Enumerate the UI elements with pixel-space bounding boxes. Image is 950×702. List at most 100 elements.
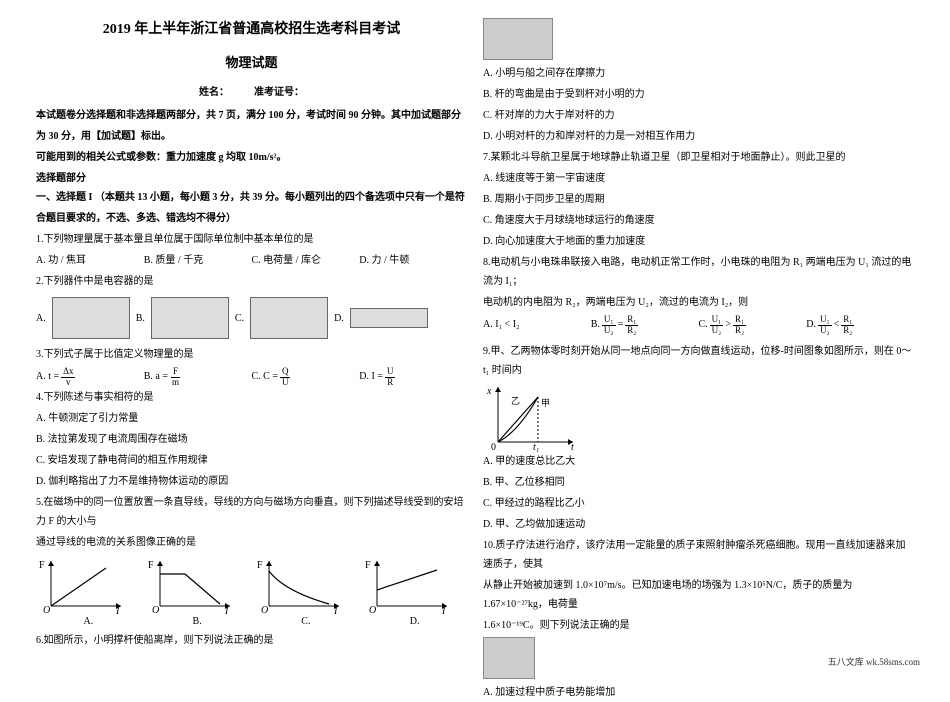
svg-text:I: I [441, 606, 446, 616]
q9-opt-a: A. 甲的速度总比乙大 [483, 452, 914, 471]
svg-text:甲: 甲 [541, 398, 550, 408]
q5-graph-c: F I O C. [254, 556, 359, 627]
q4-opt-a: A. 牛顿测定了引力常量 [36, 409, 467, 428]
q8-b-num2: R₁ [625, 315, 638, 326]
q8-c-eq: > [725, 314, 731, 336]
svg-text:t₁: t₁ [533, 442, 539, 452]
q8-b-label: B. [591, 314, 600, 336]
svg-text:F: F [148, 560, 154, 571]
q3-b-lhs: a = [155, 366, 168, 388]
q3-c-num: Q [280, 367, 291, 378]
q5-chart-a: F I O [36, 556, 126, 616]
q8-d-num2: R₁ [841, 315, 854, 326]
q8-c-num2: R₁ [733, 315, 746, 326]
q9-opt-d: D. 甲、乙均做加速运动 [483, 515, 914, 534]
q9-opt-c: C. 甲经过的路程比乙小 [483, 494, 914, 513]
q8-b-num: U₁ [602, 315, 616, 326]
svg-text:乙: 乙 [511, 396, 520, 406]
q1-stem: 1.下列物理量属于基本量且单位属于国际单位制中基本单位的是 [36, 230, 467, 249]
q9-opt-b: B. 甲、乙位移相同 [483, 473, 914, 492]
q8-d-frac1: U₁U₂ [818, 315, 832, 336]
q3-b-label: B. [144, 366, 153, 388]
q2-opt-a-label: A. [36, 313, 46, 324]
section-instr-2: 合题目要求的，不选、多选、错选均不得分） [36, 209, 467, 228]
q5-d-label: D. [362, 616, 467, 627]
q1-opt-c: C. 电荷量 / 库仑 [252, 251, 360, 270]
q3-opt-d: D. I = UR [359, 366, 467, 388]
q8-d-num: U₁ [818, 315, 832, 326]
q2-opt-d-label: D. [334, 313, 344, 324]
q2-images: A. B. C. D. [36, 297, 467, 339]
q6-stem: 6.如图所示，小明撑杆使船离岸，则下列说法正确的是 [36, 631, 467, 650]
q3-opt-a: A. t = Δxv [36, 366, 144, 388]
q2-image-a [52, 297, 130, 339]
q7-opt-b: B. 周期小于同步卫星的周期 [483, 190, 914, 209]
q3-opt-b: B. a = Fm [144, 366, 252, 388]
q3-c-label: C. [252, 366, 261, 388]
q2-opt-c-label: C. [235, 313, 244, 324]
q5-a-ylabel: F [39, 560, 45, 571]
q3-c-lhs: C = [263, 366, 278, 388]
q2-image-b [151, 297, 229, 339]
q5-b-label: B. [145, 616, 250, 627]
q5-graph-a: F I O A. [36, 556, 141, 627]
svg-text:F: F [365, 560, 371, 571]
q5-chart-b: F I O [145, 556, 235, 616]
q2-image-d [350, 308, 428, 328]
q3-a-frac: Δxv [61, 367, 75, 388]
q8-stem-2: 电动机的内电阻为 R₂，两端电压为 U₂，流过的电流为 I₂，则 [483, 293, 914, 312]
q6-opt-d: D. 小明对杆的力和岸对杆的力是一对相互作用力 [483, 127, 914, 146]
q3-b-num: F [171, 367, 180, 378]
q5-stem-2: 通过导线的电流的关系图像正确的是 [36, 533, 467, 552]
q4-stem: 4.下列陈述与事实相符的是 [36, 388, 467, 407]
q3-c-den: U [280, 378, 291, 388]
q1-options: A. 功 / 焦耳 B. 质量 / 千克 C. 电荷量 / 库仑 D. 力 / … [36, 251, 467, 270]
q10-stem-3: 1.6×10⁻¹⁹C。则下列说法正确的是 [483, 616, 914, 635]
q8-d-frac2: R₁R₂ [841, 315, 854, 336]
intro-line-3: 可能用到的相关公式或参数：重力加速度 g 均取 10m/s²。 [36, 148, 467, 167]
right-column: A. 小明与船之间存在摩擦力 B. 杆的弯曲是由于受到杆对小明的力 C. 杆对岸… [475, 18, 922, 664]
q6-opt-b: B. 杆的弯曲是由于受到杆对小明的力 [483, 85, 914, 104]
q5-a-xlabel: I [115, 606, 120, 616]
svg-text:I: I [333, 606, 338, 616]
q1-opt-a: A. 功 / 焦耳 [36, 251, 144, 270]
q1-opt-b: B. 质量 / 千克 [144, 251, 252, 270]
q3-d-num: U [385, 367, 396, 378]
q3-a-label: A. [36, 366, 46, 388]
q5-graph-d: F I O D. [362, 556, 467, 627]
q5-stem-1: 5.在磁场中的同一位置放置一条直导线，导线的方向与磁场方向垂直，则下列描述导线受… [36, 493, 467, 531]
q8-a-text: I₁ < I₂ [495, 314, 519, 336]
q8-d-label: D. [806, 314, 816, 336]
q8-d-eq: < [834, 314, 840, 336]
svg-text:t: t [571, 442, 574, 452]
left-column: 2019 年上半年浙江省普通高校招生选考科目考试 物理试题 姓名： 准考证号： … [28, 18, 475, 664]
q8-b-frac2: R₁R₂ [625, 315, 638, 336]
q7-opt-c: C. 角速度大于月球绕地球运行的角速度 [483, 211, 914, 230]
q8-d-den: U₂ [818, 326, 832, 336]
q6-opt-c: C. 杆对岸的力大于岸对杆的力 [483, 106, 914, 125]
q5-graphs: F I O A. F I O B. [36, 556, 467, 627]
q8-opt-a: A. I₁ < I₂ [483, 314, 591, 336]
svg-text:O: O [369, 605, 376, 616]
q3-b-den: m [170, 378, 181, 388]
q8-opt-d: D. U₁U₂ < R₁R₂ [806, 314, 914, 336]
q6-opt-a: A. 小明与船之间存在摩擦力 [483, 64, 914, 83]
q8-c-frac1: U₁U₂ [710, 315, 724, 336]
q8-options: A. I₁ < I₂ B. U₁U₂ = R₁R₂ C. U₁U₂ > R₁R₂… [483, 314, 914, 336]
q5-chart-c: F I O [254, 556, 344, 616]
q10-image [483, 637, 535, 679]
q1-opt-d: D. 力 / 牛顿 [359, 251, 467, 270]
q3-opt-c: C. C = QU [252, 366, 360, 388]
q8-c-label: C. [699, 314, 708, 336]
q8-c-den2: R₂ [733, 326, 746, 336]
svg-text:F: F [257, 560, 263, 571]
q9-stem: 9.甲、乙两物体零时刻开始从同一地点向同一方向做直线运动，位移-时间图象如图所示… [483, 342, 914, 380]
q6-image [483, 18, 553, 60]
q8-b-den2: R₂ [625, 326, 638, 336]
q3-d-label: D. [359, 366, 369, 388]
q7-opt-a: A. 线速度等于第一宇宙速度 [483, 169, 914, 188]
q7-stem: 7.某颗北斗导航卫星属于地球静止轨道卫星（即卫星相对于地面静止）。则此卫星的 [483, 148, 914, 167]
q10-stem-2: 从静止开始被加速到 1.0×10⁷m/s。已知加速电场的场强为 1.3×10⁵N… [483, 576, 914, 614]
svg-text:O: O [152, 605, 159, 616]
intro-line-1: 本试题卷分选择题和非选择题两部分，共 7 页，满分 100 分，考试时间 90 … [36, 106, 467, 125]
